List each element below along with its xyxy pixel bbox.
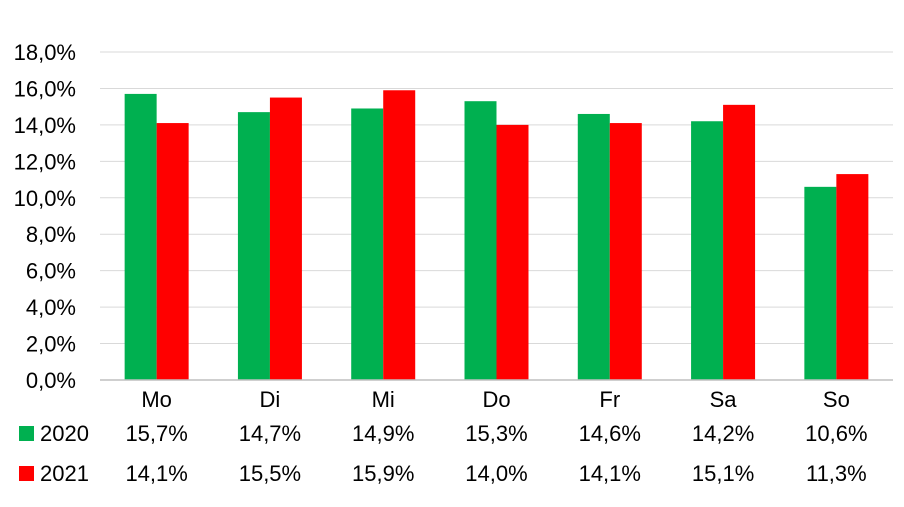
y-tick-label: 6,0% <box>26 259 76 284</box>
legend-swatch-2021 <box>19 466 34 481</box>
data-label-2020-Fr: 14,6% <box>579 421 641 446</box>
data-label-2021-Do: 14,0% <box>465 461 527 486</box>
bar-2021-Mo <box>156 123 189 381</box>
bar-2020-So <box>804 186 837 380</box>
bar-2020-Sa <box>691 121 724 380</box>
x-tick-label: Do <box>482 387 510 412</box>
data-label-2021-Fr: 14,1% <box>579 461 641 486</box>
x-tick-label: Sa <box>710 387 738 412</box>
bar-2021-Mi <box>383 90 416 381</box>
y-tick-label: 0,0% <box>26 368 76 393</box>
y-tick-label: 4,0% <box>26 295 76 320</box>
bar-2021-Di <box>269 97 302 381</box>
bar-2020-Do <box>464 101 497 380</box>
bars <box>124 90 869 381</box>
x-tick-label: Mi <box>372 387 395 412</box>
bar-2020-Di <box>237 112 270 380</box>
data-label-2021-Mo: 14,1% <box>125 461 187 486</box>
x-tick-label: So <box>823 387 850 412</box>
data-label-2020-Mi: 14,9% <box>352 421 414 446</box>
x-tick-label: Fr <box>599 387 620 412</box>
y-tick-label: 8,0% <box>26 222 76 247</box>
y-tick-label: 10,0% <box>14 186 76 211</box>
bar-2020-Fr <box>577 113 610 380</box>
y-tick-label: 18,0% <box>14 40 76 65</box>
data-label-2021-Di: 15,5% <box>239 461 301 486</box>
bar-2021-Do <box>496 124 529 380</box>
y-tick-label: 16,0% <box>14 76 76 101</box>
data-label-2021-So: 11,3% <box>806 461 867 486</box>
bar-2021-Fr <box>609 123 642 381</box>
x-tick-label: Mo <box>141 387 172 412</box>
data-label-2021-Mi: 15,9% <box>352 461 414 486</box>
bar-2020-Mo <box>124 93 157 381</box>
x-tick-labels: Mo Di Mi Do Fr Sa So <box>141 387 849 412</box>
data-label-2020-Mo: 15,7% <box>125 421 187 446</box>
data-label-2020-Do: 15,3% <box>465 421 527 446</box>
data-label-2020-Sa: 14,2% <box>692 421 754 446</box>
x-tick-label: Di <box>260 387 281 412</box>
y-tick-label: 12,0% <box>14 149 76 174</box>
data-table: 2020 15,7% 14,7% 14,9% 15,3% 14,6% 14,2% 10,6% 2… <box>19 421 868 486</box>
legend-swatch-2020 <box>19 426 34 441</box>
bar-2021-Sa <box>723 104 756 380</box>
legend-label-2021: 2021 <box>40 461 89 486</box>
y-tick-label: 2,0% <box>26 332 76 357</box>
bar-2021-So <box>836 174 869 380</box>
bar-2020-Mi <box>351 108 384 380</box>
data-label-2021-Sa: 15,1% <box>692 461 754 486</box>
legend-label-2020: 2020 <box>40 421 89 446</box>
y-tick-label: 14,0% <box>14 113 76 138</box>
data-label-2020-So: 10,6% <box>805 421 867 446</box>
y-tick-labels: 0,0% 2,0% 4,0% 6,0% 8,0% 10,0% 12,0% 14,0% 16,0%… <box>14 40 76 393</box>
data-label-2020-Di: 14,7% <box>239 421 301 446</box>
